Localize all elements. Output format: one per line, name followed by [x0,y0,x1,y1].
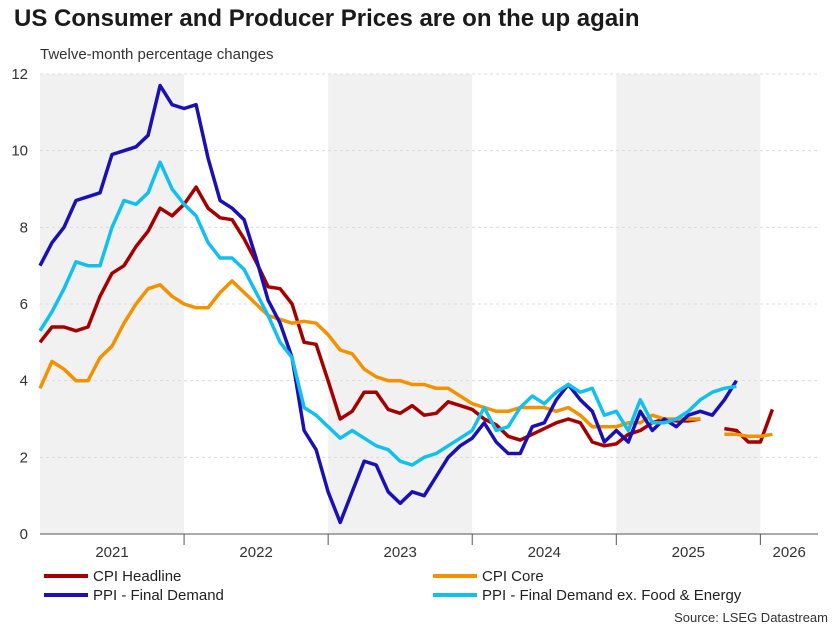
y-tick-label: 8 [20,219,28,236]
y-tick-label: 12 [11,66,28,83]
y-tick-label: 10 [11,143,28,160]
x-tick-label: 2024 [528,544,561,561]
series-line-0-tail [724,408,775,444]
axes: 0 2 4 6 8 10 12 2021 2022 2023 2024 2025 2026 [11,66,818,561]
series-line-3 [38,160,737,467]
x-tick-label: 2023 [383,544,416,561]
legend-item-ppi-core: PPI - Final Demand ex. Food & Energy [433,587,741,605]
legend-swatch-cpi-core [433,574,477,579]
legend-label-cpi-headline: CPI Headline [93,568,182,585]
legend-label-ppi-core: PPI - Final Demand ex. Food & Energy [482,587,742,604]
legend-label-ppi-final-demand: PPI - Final Demand [93,587,224,604]
series-lines [38,83,775,525]
series-line-1-tail [724,432,773,439]
legend-item-cpi-core: CPI Core [433,568,544,586]
chart-subtitle: Twelve-month percentage changes [40,46,274,63]
legend-label-cpi-core: CPI Core [482,568,544,585]
source-note: Source: LSEG Datastream [674,610,828,625]
gridlines [40,73,818,458]
legend-swatch-ppi-final-demand [44,593,88,598]
y-tick-label: 4 [20,373,28,390]
x-tick-label: 2026 [772,544,805,561]
x-tick-label: 2021 [95,544,128,561]
y-tick-label: 6 [20,296,28,313]
chart-title: US Consumer and Producer Prices are on t… [14,5,640,32]
y-tick-label: 2 [20,449,28,466]
series-line-0 [38,185,701,448]
x-tick-label: 2025 [672,544,705,561]
legend-item-cpi-headline: CPI Headline [44,568,181,586]
x-tick-label: 2022 [239,544,272,561]
y-tick-label: 0 [20,526,28,543]
series-line-1 [38,279,701,429]
series-line-2 [38,83,738,525]
legend-swatch-cpi-headline [44,574,88,579]
legend-item-ppi-final-demand: PPI - Final Demand [44,587,224,605]
legend-swatch-ppi-core [433,593,477,598]
